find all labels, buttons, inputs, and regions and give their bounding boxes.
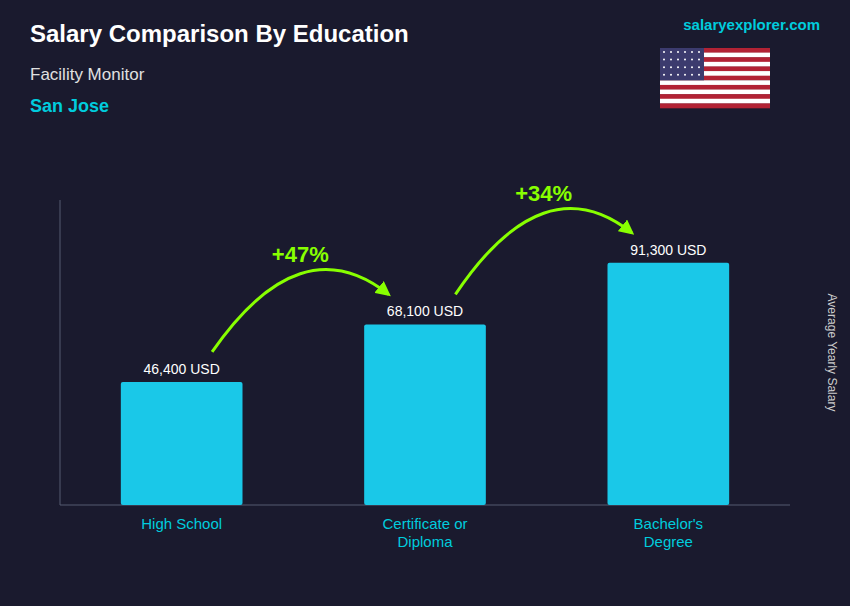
flag-star — [691, 51, 693, 53]
flag-star — [691, 66, 693, 68]
change-label: +47% — [272, 242, 329, 267]
flag-star — [663, 51, 665, 53]
change-label: +34% — [515, 181, 572, 206]
brand-note: salaryexplorer.com — [683, 16, 820, 33]
flag-stripe — [660, 99, 770, 104]
flag-star — [670, 74, 672, 76]
title: Salary Comparison By Education — [30, 20, 409, 47]
flag-stripe — [660, 94, 770, 99]
flag-star — [677, 81, 679, 83]
bar — [121, 382, 243, 505]
category-label-line: Degree — [644, 533, 693, 550]
flag-star — [698, 66, 700, 68]
flag-stripe — [660, 90, 770, 95]
y-axis-line — [60, 200, 61, 505]
value-label: 68,100 USD — [387, 303, 463, 319]
category-label-line: High School — [141, 515, 222, 532]
category-label-line: Diploma — [397, 533, 453, 550]
location-note: San Jose — [30, 96, 109, 116]
flag-star — [684, 81, 686, 83]
flag-star — [677, 59, 679, 61]
flag-star — [663, 81, 665, 83]
flag-star — [684, 74, 686, 76]
bar — [608, 263, 730, 505]
y-axis-label: Average Yearly Salary — [825, 294, 839, 412]
category-label: Certificate orDiploma — [382, 515, 467, 550]
flag-star — [698, 81, 700, 83]
flag-star — [670, 66, 672, 68]
flag-stripe — [660, 80, 770, 85]
flag-star — [684, 51, 686, 53]
flag-star — [663, 66, 665, 68]
value-label: 46,400 USD — [144, 361, 220, 377]
background — [0, 0, 850, 606]
change-arrow — [212, 270, 388, 352]
flag-star — [670, 51, 672, 53]
flag-star — [691, 74, 693, 76]
flag-stripe — [660, 103, 770, 108]
flag — [660, 48, 770, 108]
flag-star — [698, 59, 700, 61]
flag-star — [677, 74, 679, 76]
chart: Salary Comparison By Education Facility M… — [0, 0, 850, 606]
change-arrow — [455, 209, 631, 295]
bars — [121, 263, 729, 505]
bar — [364, 324, 486, 505]
flag-stripe — [660, 85, 770, 90]
flag-star — [684, 59, 686, 61]
flag-star — [691, 59, 693, 61]
flag-star — [670, 81, 672, 83]
flag-star — [677, 66, 679, 68]
category-label-line: Certificate or — [382, 515, 467, 532]
flag-star — [684, 66, 686, 68]
flag-star — [677, 51, 679, 53]
category-label-line: Bachelor's — [634, 515, 704, 532]
flag-star — [663, 74, 665, 76]
value-label: 91,300 USD — [630, 242, 706, 258]
flag-star — [698, 51, 700, 53]
flag-star — [663, 59, 665, 61]
subtitle: Facility Monitor — [30, 65, 145, 84]
flag-star — [691, 81, 693, 83]
category-label: High School — [141, 515, 222, 532]
flag-star — [670, 59, 672, 61]
flag-canton — [660, 48, 704, 80]
category-label: Bachelor'sDegree — [634, 515, 704, 550]
flag-star — [698, 74, 700, 76]
